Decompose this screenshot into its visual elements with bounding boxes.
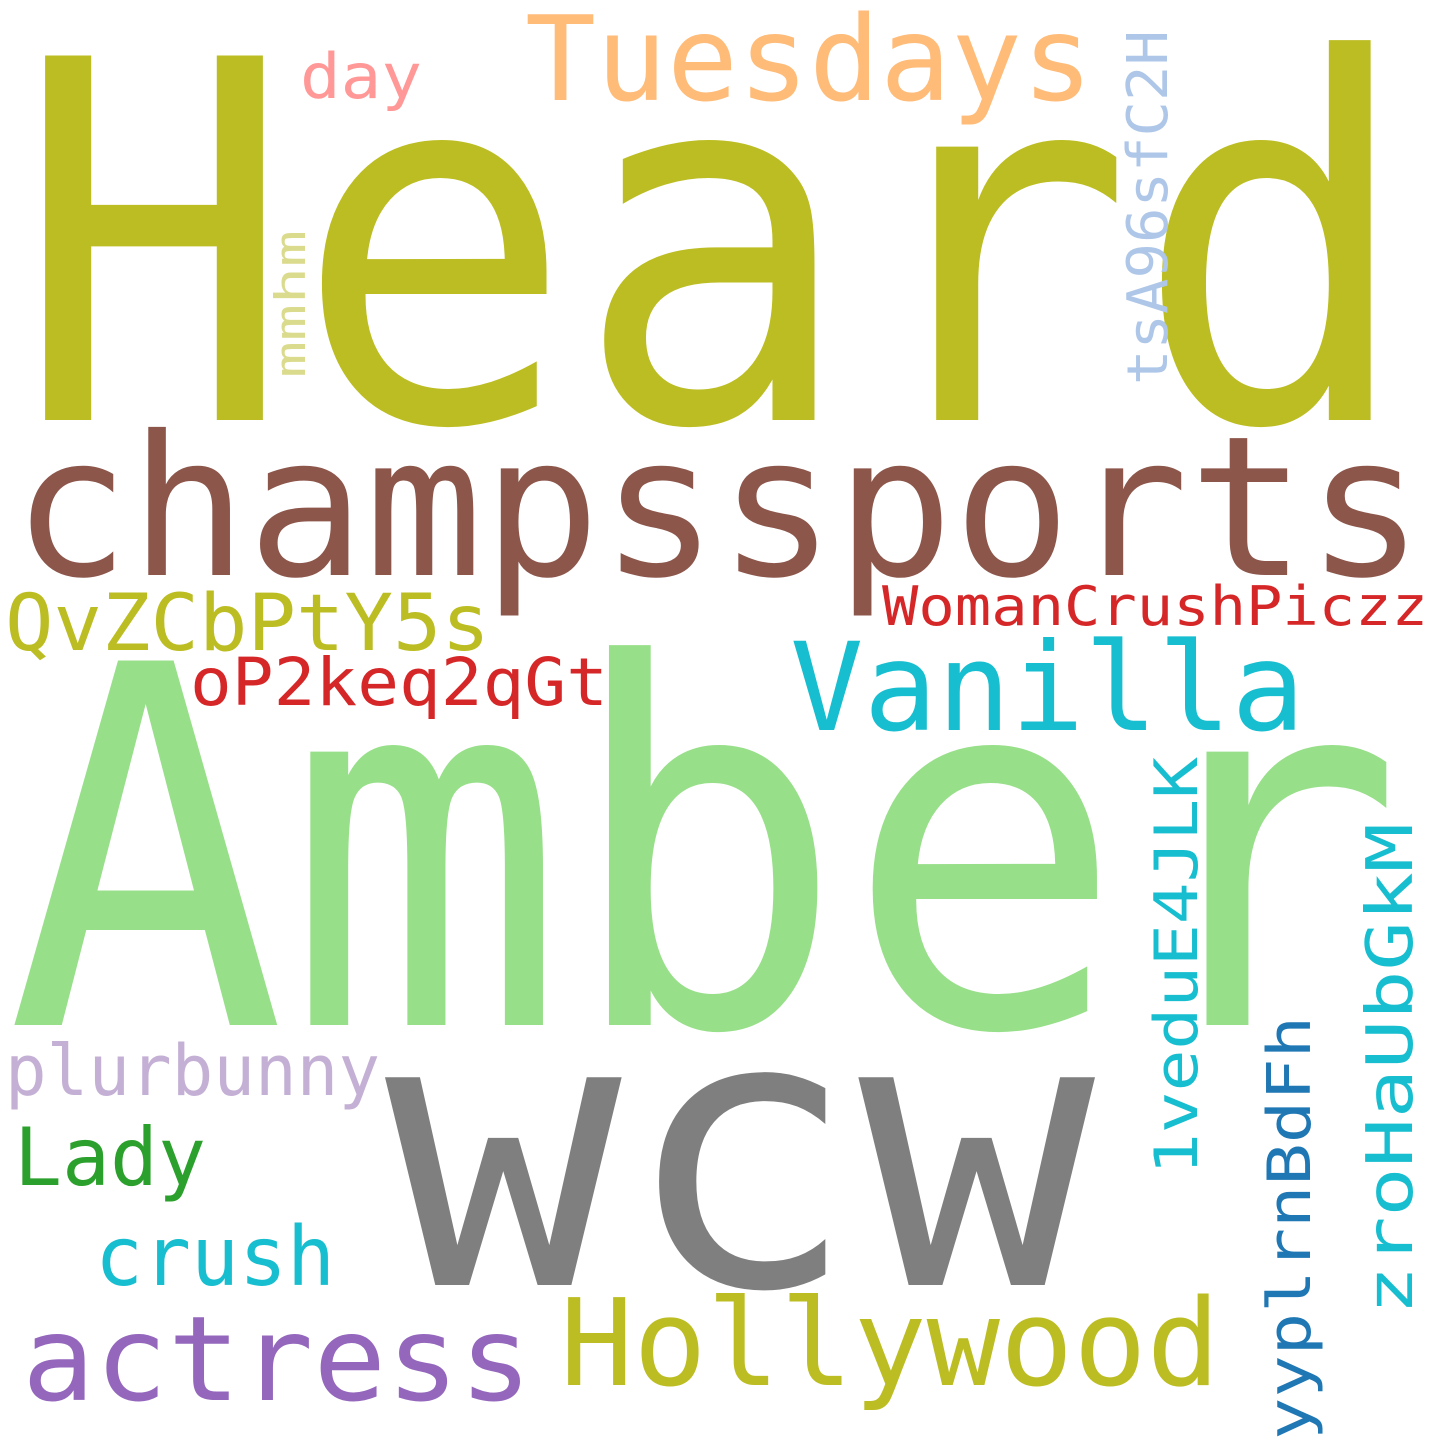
word-day: day [300,40,422,113]
word-heard: Heard [14,0,1414,538]
word-tsa96sfc2h: tsA96sfC2H [1116,30,1181,385]
word-wcw: wcw [385,932,1098,1375]
word-op2keq2qgt: oP2keq2qGt [190,644,608,721]
word-tuesdays: Tuesdays [525,0,1093,128]
word-yyplrnbdfh: yyplrnBdFh [1255,1016,1325,1440]
word-vanilla: Vanilla [790,617,1305,759]
word-amber: Amber [6,561,1404,1143]
word-champssports: champssports [12,394,1424,621]
word-1vedue4jlk: 1veduE4JLK [1142,757,1212,1175]
word-plurbunny: plurbunny [5,1030,380,1112]
word-mmhm: mmhm [266,230,315,378]
word-womancrushpiczz: WomanCrushPiczz [882,575,1428,638]
word-actress: actress [22,1290,532,1428]
word-crush: crush [95,1210,335,1305]
word-zrohaubgkm: zroHaUbGkM [1354,823,1428,1315]
word-qvzcbptly5s: QvZCbPtY5s [5,579,490,669]
word-hollywood: Hollywood [560,1275,1220,1414]
word-lady: Lady [14,1111,206,1204]
